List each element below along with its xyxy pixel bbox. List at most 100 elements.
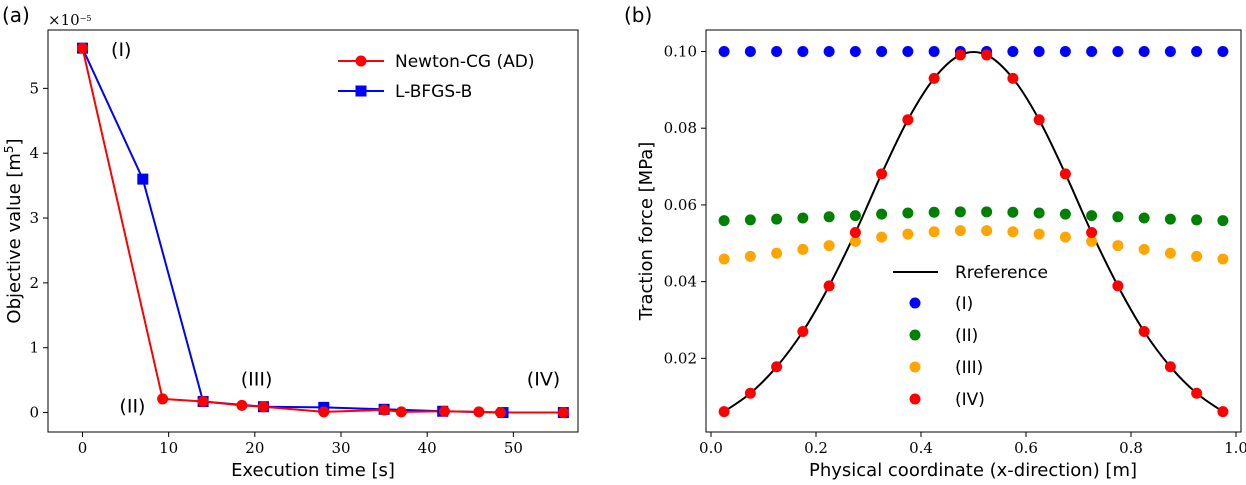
point-II-0 <box>718 215 730 227</box>
point-II-5 <box>849 210 861 222</box>
y-scale-label: ×10−5 <box>48 11 91 29</box>
point-I-12 <box>1033 45 1045 57</box>
point-III-9 <box>954 225 966 237</box>
point-III-6 <box>876 231 888 243</box>
point-I-19 <box>1217 45 1229 57</box>
x-axis-label-b: Physical coordinate (x-direction) [m] <box>809 460 1137 481</box>
point-II-12 <box>1033 207 1045 219</box>
legend-label-newton: Newton-CG (AD) <box>395 52 535 72</box>
point-III-2 <box>771 247 783 259</box>
annotation-a-3: (IV) <box>527 368 560 390</box>
point-III-7 <box>902 228 914 240</box>
point-II-2 <box>771 213 783 225</box>
x-tick-label-b-3: 0.6 <box>1014 439 1038 457</box>
point-newton-6 <box>378 404 390 416</box>
x-tick-label-b-4: 0.8 <box>1119 439 1143 457</box>
x-tick-label-a-1: 10 <box>159 439 178 457</box>
point-lbfgs-1 <box>137 173 149 185</box>
point-newton-4 <box>257 401 269 413</box>
point-IV-7 <box>902 114 914 126</box>
point-I-2 <box>771 45 783 57</box>
x-tick-label-b-2: 0.4 <box>909 439 933 457</box>
point-II-13 <box>1059 208 1071 220</box>
point-I-4 <box>823 45 835 57</box>
point-II-19 <box>1217 215 1229 227</box>
legend-marker-I <box>909 297 921 309</box>
y-tick-label-a-0: 0 <box>29 404 39 422</box>
x-tick-label-a-2: 20 <box>245 439 264 457</box>
point-IV-6 <box>876 168 888 180</box>
plot-frame-b <box>705 29 1242 433</box>
point-I-1 <box>744 45 756 57</box>
point-II-8 <box>928 206 940 218</box>
y-tick-label-b-4: 0.10 <box>664 42 697 60</box>
point-newton-9 <box>473 406 485 418</box>
point-IV-8 <box>928 72 940 84</box>
point-III-0 <box>718 253 730 265</box>
y-tick-label-b-0: 0.02 <box>664 349 697 367</box>
legend-marker-newton <box>355 55 367 67</box>
point-III-1 <box>744 250 756 262</box>
point-newton-8 <box>438 405 450 417</box>
y-tick-label-a-3: 3 <box>29 209 39 227</box>
point-newton-3 <box>236 399 248 411</box>
point-III-10 <box>981 225 993 237</box>
legend-label-I: (I) <box>955 294 973 314</box>
panel-label-b: (b) <box>624 3 652 27</box>
legend-label-reference: Rreference <box>955 263 1048 283</box>
point-III-13 <box>1059 231 1071 243</box>
legend-label-lbfgs: L-BFGS-B <box>395 82 472 102</box>
chart-b: (b) 0.0 0.2 0.4 0.6 0.8 1.0 0.02 0.04 0.06 0.08 0.… <box>624 3 1246 481</box>
point-II-17 <box>1164 213 1176 225</box>
point-IV-2 <box>771 361 783 373</box>
point-newton-5 <box>318 406 330 418</box>
point-III-4 <box>823 240 835 252</box>
point-newton-7 <box>395 406 407 418</box>
point-III-16 <box>1138 243 1150 255</box>
point-I-17 <box>1164 45 1176 57</box>
legend-marker-lbfgs <box>355 85 367 97</box>
series-line-newton <box>81 47 564 414</box>
point-IV-19 <box>1217 406 1229 418</box>
legend-label-II: (II) <box>955 326 978 346</box>
point-IV-5 <box>849 227 861 239</box>
x-tick-label-b-5: 1.0 <box>1224 439 1246 457</box>
x-axis-label-a: Execution time [s] <box>231 460 395 481</box>
point-I-3 <box>797 45 809 57</box>
y-axis-label-a: Objective value [m5] <box>2 138 25 323</box>
point-I-8 <box>928 45 940 57</box>
legend-label-IV: (IV) <box>955 390 985 410</box>
legend-a: Newton-CG (AD) L-BFGS-B <box>338 52 535 102</box>
point-I-14 <box>1086 45 1098 57</box>
point-IV-15 <box>1112 280 1124 292</box>
legend-label-III: (III) <box>955 358 983 378</box>
annotation-a-0: (I) <box>111 39 131 61</box>
point-III-11 <box>1007 226 1019 238</box>
y-axis-label-b: Traction force [MPa] <box>636 142 657 322</box>
point-IV-9 <box>954 49 966 61</box>
legend-b: Rreference (I) (II) (III) (IV) <box>893 263 1048 410</box>
x-tick-label-a-4: 40 <box>418 439 437 457</box>
point-III-14 <box>1086 235 1098 247</box>
y-tick-label-b-1: 0.04 <box>664 273 697 291</box>
point-IV-18 <box>1191 387 1203 399</box>
point-III-19 <box>1217 253 1229 265</box>
point-II-7 <box>902 207 914 219</box>
reference-curve <box>723 51 1224 413</box>
point-III-17 <box>1164 247 1176 259</box>
point-III-18 <box>1191 250 1203 262</box>
legend-marker-III <box>909 361 921 373</box>
point-newton-0 <box>76 42 88 54</box>
point-II-1 <box>744 214 756 226</box>
point-II-11 <box>1007 206 1019 218</box>
point-newton-2 <box>197 396 209 408</box>
legend-marker-II <box>909 329 921 341</box>
point-I-18 <box>1191 45 1203 57</box>
point-newton-10 <box>494 407 506 419</box>
point-II-14 <box>1086 210 1098 222</box>
annotation-a-1: (II) <box>119 396 145 418</box>
point-IV-3 <box>797 326 809 337</box>
point-II-15 <box>1112 211 1124 223</box>
point-IV-12 <box>1033 114 1045 126</box>
